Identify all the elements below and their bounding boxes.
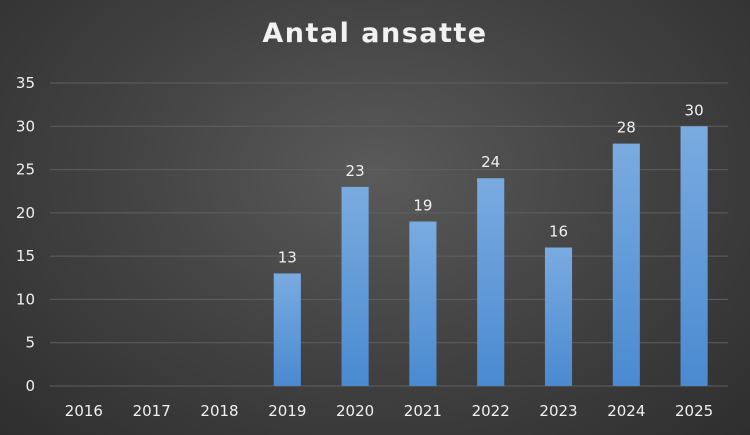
x-tick-label: 2017 [133, 402, 171, 420]
chart-title: Antal ansatte [262, 18, 488, 49]
x-axis: 2016 2017 2018 2019 2020 2021 2022 2023 2024 2025 [65, 402, 713, 420]
y-tick-label: 10 [16, 290, 35, 308]
data-label-2021: 19 [413, 197, 432, 215]
data-label-2025: 30 [685, 101, 704, 119]
data-label-2019: 13 [278, 248, 297, 266]
data-labels: 13 23 19 24 16 28 30 [278, 101, 704, 266]
x-tick-label: 2019 [268, 402, 306, 420]
bar-2020 [341, 186, 369, 386]
bar-2022 [477, 178, 505, 386]
x-tick-label: 2023 [539, 402, 577, 420]
x-tick-label: 2025 [675, 402, 713, 420]
y-tick-label: 30 [16, 117, 35, 135]
x-tick-label: 2022 [472, 402, 510, 420]
y-tick-label: 20 [16, 204, 35, 222]
x-tick-label: 2016 [65, 402, 103, 420]
bar-2024 [612, 143, 640, 386]
bars [273, 126, 708, 387]
y-tick-label: 35 [16, 74, 35, 92]
x-tick-label: 2018 [200, 402, 238, 420]
data-label-2022: 24 [481, 153, 500, 171]
y-tick-label: 25 [16, 161, 35, 179]
bar-2019 [273, 273, 301, 386]
bar-2023 [544, 247, 573, 386]
data-label-2023: 16 [549, 222, 568, 240]
data-label-2020: 23 [346, 162, 365, 180]
x-tick-label: 2024 [607, 402, 645, 420]
x-tick-label: 2020 [336, 402, 374, 420]
bar-2021 [409, 221, 437, 386]
y-axis: 0 5 10 15 20 25 30 35 [16, 74, 35, 395]
x-tick-label: 2021 [404, 402, 442, 420]
y-tick-label: 15 [16, 247, 35, 265]
bar-2025 [680, 126, 708, 387]
y-tick-label: 5 [25, 334, 35, 352]
data-label-2024: 28 [617, 119, 636, 137]
gridlines [50, 82, 728, 387]
y-tick-label: 0 [25, 377, 35, 395]
